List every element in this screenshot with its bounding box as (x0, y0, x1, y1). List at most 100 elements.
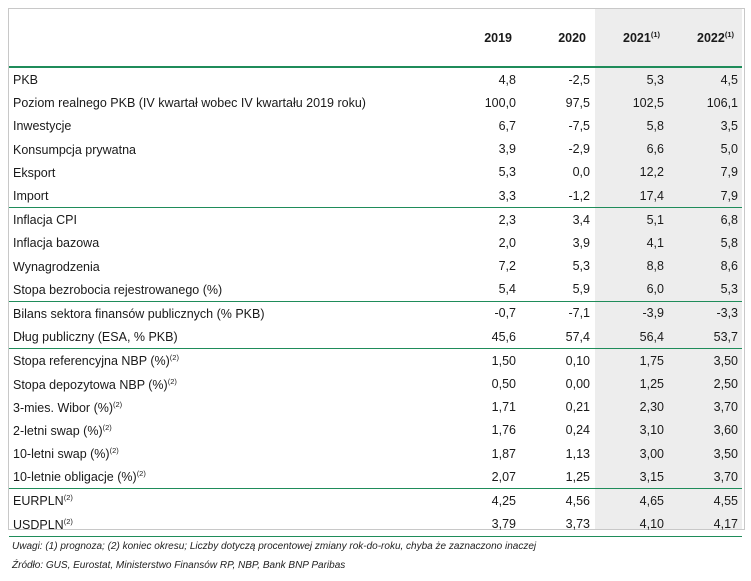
value-cell: -2,9 (568, 142, 590, 157)
value-cell: -3,9 (594, 300, 668, 326)
value-cell: 100,0 (484, 95, 516, 110)
value-cell: 5,3 (720, 282, 738, 297)
row-label: USDPLN(2) (9, 512, 446, 537)
value-cell: 5,8 (720, 235, 738, 250)
value-cell: 3,4 (520, 207, 594, 232)
value-cell: 3,00 (639, 446, 664, 461)
value-cell: 7,2 (498, 259, 516, 274)
value-cell: 1,25 (639, 377, 664, 392)
value-cell: 2,50 (713, 377, 738, 392)
value-cell: 5,0 (720, 142, 738, 157)
value-cell: 4,56 (520, 488, 594, 513)
value-cell: 3,50 (713, 446, 738, 461)
row-label: Stopa bezrobocia rejestrowanego (%) (13, 282, 223, 297)
value-cell: 4,10 (594, 512, 668, 537)
value-cell: 3,15 (639, 469, 664, 484)
value-cell: -7,1 (520, 300, 594, 326)
value-cell: 8,8 (646, 259, 664, 274)
value-cell: 0,0 (572, 165, 590, 180)
value-cell: 57,4 (565, 329, 590, 344)
table-row: PKB 4,8 -2,5 5,3 4,5 (9, 66, 742, 92)
table-row: USDPLN(2) 3,79 3,73 4,10 4,17 (9, 512, 742, 537)
table-row: Inflacja bazowa 2,0 3,9 4,1 5,8 (9, 231, 742, 254)
table-row: Poziom realnego PKB (IV kwartał wobec IV… (9, 91, 742, 114)
value-cell: 6,6 (646, 142, 664, 157)
value-cell: 7,9 (720, 188, 738, 203)
table-row: 10-letnie obligacje (%)(2) 2,07 1,25 3,15 3,… (9, 465, 742, 489)
value-cell: 2,3 (446, 207, 520, 232)
row-label: Inflacja CPI (9, 207, 446, 232)
table-row: 3-mies. Wibor (%)(2) 1,71 0,21 2,30 3,70 (9, 396, 742, 419)
value-cell: 1,75 (594, 348, 668, 373)
value-cell: 1,87 (491, 446, 516, 461)
value-cell: 4,1 (646, 235, 664, 250)
row-label: Inflacja bazowa (13, 236, 100, 251)
table-row: Bilans sektora finansów publicznych (% P… (9, 300, 742, 326)
value-cell: 5,3 (594, 66, 668, 92)
row-label: Bilans sektora finansów publicznych (% P… (9, 300, 446, 326)
row-label: Poziom realnego PKB (IV kwartał wobec IV… (13, 96, 366, 111)
value-cell: 102,5 (632, 95, 664, 110)
value-cell: 4,17 (668, 512, 742, 537)
table-row: EURPLN(2) 4,25 4,56 4,65 4,55 (9, 488, 742, 513)
macro-forecast-table: 2019 2020 2021(1) 2022(1) PKB 4,8 -2,5 5,3 4… (9, 9, 742, 537)
table-row: Import 3,3 -1,2 17,4 7,9 (9, 184, 742, 208)
value-cell: 1,71 (491, 400, 516, 415)
value-cell: -3,3 (668, 300, 742, 326)
value-cell: 3,50 (668, 348, 742, 373)
table-row: Stopa depozytowa NBP (%)(2) 0,50 0,00 1,25 2… (9, 372, 742, 395)
table-row: Inflacja CPI 2,3 3,4 5,1 6,8 (9, 207, 742, 232)
notes-line: Uwagi: (1) prognoza; (2) koniec okresu; … (12, 541, 537, 552)
row-label: Dług publiczny (ESA, % PKB) (13, 330, 178, 345)
value-cell: -0,7 (446, 300, 520, 326)
value-cell: 4,5 (668, 66, 742, 92)
row-label: 3-mies. Wibor (%)(2) (13, 399, 123, 415)
table-body: PKB 4,8 -2,5 5,3 4,5 Poziom realnego PKB (IV … (9, 66, 742, 537)
row-label: Stopa referencyjna NBP (%)(2) (9, 348, 446, 373)
value-cell: 5,9 (572, 282, 590, 297)
table-row: Eksport 5,3 0,0 12,2 7,9 (9, 161, 742, 184)
source-line: Źródło: GUS, Eurostat, Ministerstwo Fina… (12, 560, 346, 571)
value-cell: 6,0 (646, 282, 664, 297)
value-cell: 6,8 (668, 207, 742, 232)
row-label: 2-letni swap (%)(2) (13, 422, 112, 438)
table-row: Stopa bezrobocia rejestrowanego (%) 5,4 5,… (9, 278, 742, 302)
value-cell: 1,50 (446, 348, 520, 373)
value-cell: 2,0 (498, 235, 516, 250)
value-cell: 1,13 (565, 446, 590, 461)
value-cell: 2,30 (639, 400, 664, 415)
table-row: Wynagrodzenia 7,2 5,3 8,8 8,6 (9, 255, 742, 278)
value-cell: 97,5 (565, 95, 590, 110)
value-cell: 5,1 (594, 207, 668, 232)
value-cell: 4,25 (446, 488, 520, 513)
value-cell: 4,8 (446, 66, 520, 92)
value-cell: 5,3 (572, 259, 590, 274)
row-label: 10-letnie obligacje (%)(2) (13, 469, 146, 485)
value-cell: 45,6 (491, 329, 516, 344)
table-row: 10-letni swap (%)(2) 1,87 1,13 3,00 3,50 (9, 442, 742, 465)
year-header: 2021(1) (594, 9, 668, 68)
value-cell: 12,2 (639, 165, 664, 180)
value-cell: 17,4 (639, 188, 664, 203)
year-header: 2022(1) (668, 9, 742, 68)
table-row: Konsumpcja prywatna 3,9 -2,9 6,6 5,0 (9, 138, 742, 161)
row-label: Import (13, 189, 49, 204)
table-row: Inwestycje 6,7 -7,5 5,8 3,5 (9, 114, 742, 137)
header-indicator-cell (9, 9, 446, 68)
table-row: 2-letni swap (%)(2) 1,76 0,24 3,10 3,60 (9, 419, 742, 442)
forecast-table-frame: 2019 2020 2021(1) 2022(1) PKB 4,8 -2,5 5,3 4… (8, 8, 745, 537)
value-cell: 3,9 (572, 235, 590, 250)
value-cell: 2,07 (491, 469, 516, 484)
table-row: Stopa referencyjna NBP (%)(2) 1,50 0,10 1,7… (9, 348, 742, 373)
table-footnotes: Uwagi: (1) prognoza; (2) koniec okresu; … (12, 537, 536, 575)
row-label: Stopa depozytowa NBP (%)(2) (13, 376, 177, 392)
value-cell: 4,65 (594, 488, 668, 513)
row-label: Wynagrodzenia (13, 259, 100, 274)
value-cell: 3,10 (639, 423, 664, 438)
value-cell: -1,2 (568, 188, 590, 203)
value-cell: 4,55 (668, 488, 742, 513)
value-cell: 7,9 (720, 165, 738, 180)
row-label: 10-letni swap (%)(2) (13, 446, 119, 462)
value-cell: -7,5 (568, 118, 590, 133)
value-cell: 1,76 (491, 423, 516, 438)
